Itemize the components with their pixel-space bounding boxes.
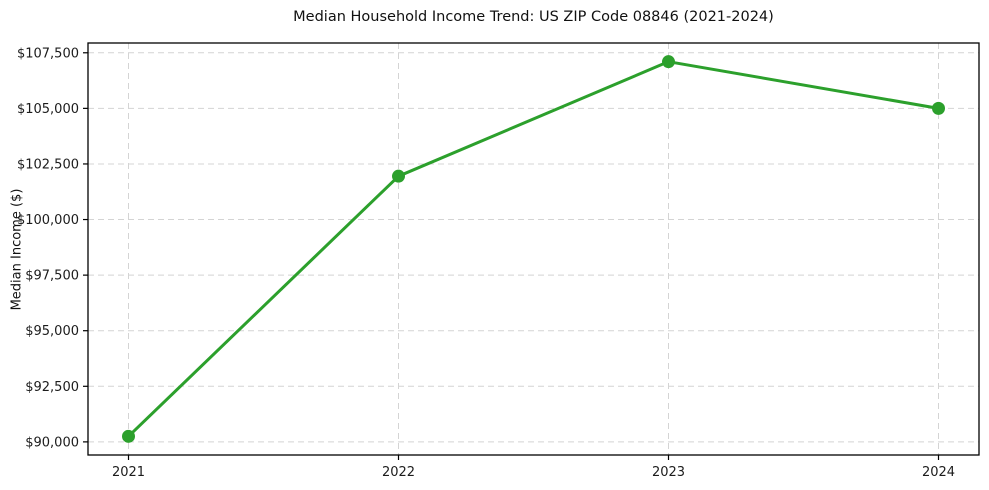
y-tick-label: $92,500 <box>25 380 79 395</box>
data-point <box>392 169 405 183</box>
y-tick-label: $97,500 <box>25 269 79 284</box>
y-tick-label: $95,000 <box>25 324 79 339</box>
y-tick-label: $90,000 <box>25 435 79 450</box>
x-tick-label: 2021 <box>112 465 145 480</box>
x-tick-label: 2024 <box>922 465 955 480</box>
y-tick-label: $100,000 <box>17 213 79 228</box>
data-point <box>662 55 675 69</box>
trend-line <box>127 60 940 438</box>
y-tick-label: $102,500 <box>17 157 79 172</box>
x-tick-label: 2023 <box>652 465 685 480</box>
plot-frame <box>87 42 980 456</box>
y-tick-label: $105,000 <box>17 102 79 117</box>
chart-title: Median Household Income Trend: US ZIP Co… <box>293 9 774 25</box>
data-point <box>932 101 945 115</box>
x-tick-label: 2022 <box>382 465 415 480</box>
data-point <box>122 429 135 443</box>
y-tick-label: $107,500 <box>17 46 79 61</box>
